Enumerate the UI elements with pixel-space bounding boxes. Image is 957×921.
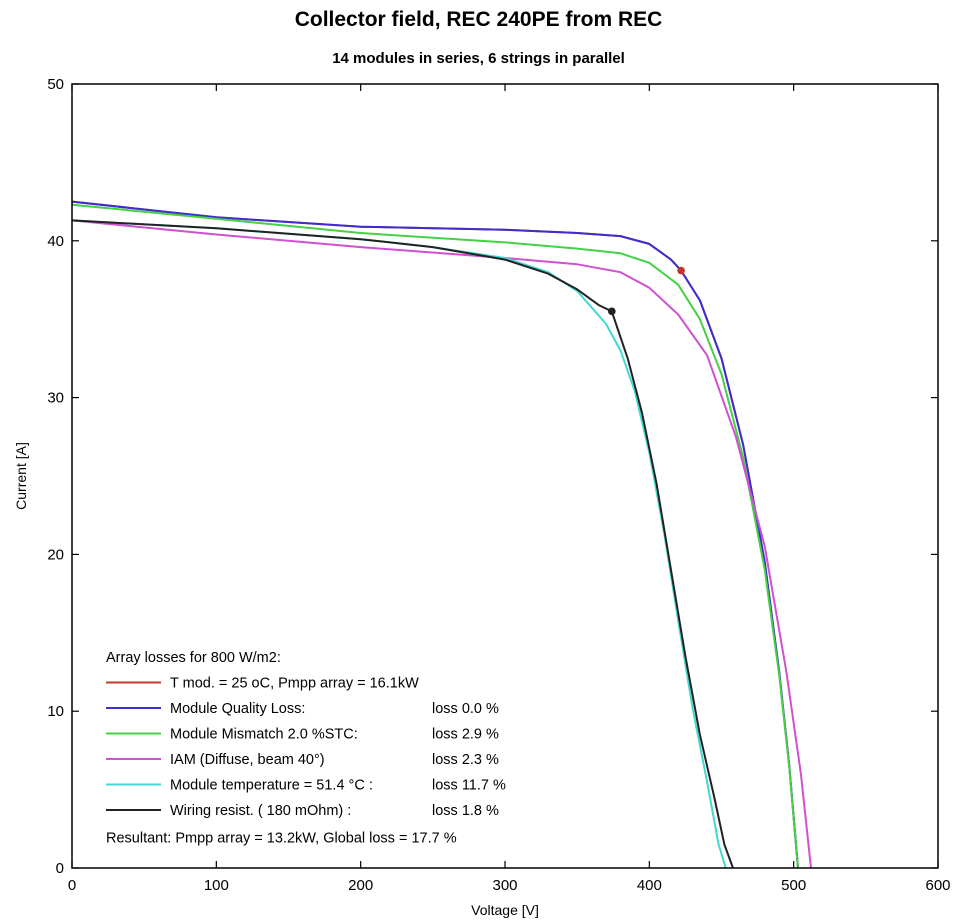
chart-title: Collector field, REC 240PE from REC — [294, 8, 663, 31]
legend-entry-label: Module Quality Loss: — [170, 701, 305, 717]
legend-entry-loss: loss 0.0 % — [432, 701, 499, 717]
series-4-curve — [71, 219, 812, 869]
x-axis-label: Voltage [V] — [471, 902, 539, 918]
series-6-curve — [71, 219, 734, 869]
series-5-curve — [71, 219, 727, 869]
legend-entry-label: Wiring resist. ( 180 mOhm) : — [170, 803, 351, 819]
legend-entry-loss: loss 11.7 % — [432, 778, 506, 794]
series-3-curve — [71, 203, 799, 869]
x-tick-label: 500 — [781, 877, 806, 894]
y-tick-label: 30 — [47, 390, 64, 407]
legend-footer: Resultant: Pmpp array = 13.2kW, Global l… — [106, 831, 457, 847]
legend-entry-label: Module temperature = 51.4 °C : — [170, 778, 373, 794]
y-tick-label: 0 — [56, 860, 64, 877]
legend: Array losses for 800 W/m2: T mod. = 25 o… — [106, 650, 506, 847]
x-tick-label: 200 — [348, 877, 373, 894]
y-tick-label: 40 — [47, 233, 64, 250]
x-tick-label: 400 — [637, 877, 662, 894]
legend-entry-label: T mod. = 25 oC, Pmpp array = 16.1kW — [170, 676, 419, 692]
series-1-mpp-point — [677, 266, 685, 275]
y-tick-label: 20 — [47, 546, 64, 563]
y-tick-label: 50 — [47, 76, 64, 93]
y-tick-label: 10 — [47, 703, 64, 720]
x-tick-label: 100 — [204, 877, 229, 894]
chart-subtitle: 14 modules in series, 6 strings in paral… — [332, 50, 625, 67]
legend-entry-loss: loss 1.8 % — [432, 803, 499, 819]
x-tick-label: 600 — [925, 877, 950, 894]
series-6-mpp-point — [608, 307, 616, 316]
legend-header: Array losses for 800 W/m2: — [106, 650, 281, 666]
legend-entry-loss: loss 2.9 % — [432, 727, 499, 743]
x-tick-label: 300 — [492, 877, 517, 894]
plot-frame — [71, 83, 939, 869]
legend-entry-label: Module Mismatch 2.0 %STC: — [170, 727, 358, 743]
legend-entries: T mod. = 25 oC, Pmpp array = 16.1kW Modul… — [106, 676, 506, 819]
curves-layer — [71, 200, 812, 869]
ticks-layer: 0 100 200 300 400 500 600 0 10 20 30 40 50 — [47, 76, 950, 894]
y-axis-label: Current [A] — [13, 442, 29, 510]
x-tick-label: 0 — [68, 877, 76, 894]
legend-entry-label: IAM (Diffuse, beam 40°) — [170, 752, 325, 768]
legend-entry-loss: loss 2.3 % — [432, 752, 499, 768]
